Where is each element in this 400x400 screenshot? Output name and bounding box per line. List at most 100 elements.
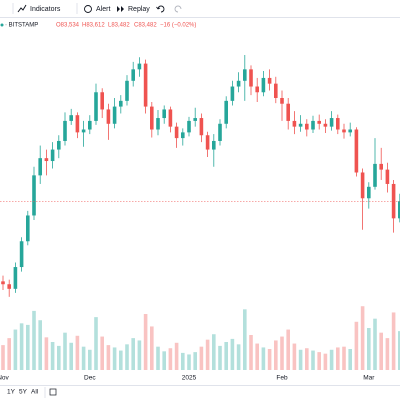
volume-bar [32, 310, 36, 370]
indicators-label[interactable]: Indicators [30, 6, 61, 13]
redo-button[interactable] [174, 5, 182, 13]
volume-bar [199, 346, 204, 370]
volume-bar [112, 347, 117, 370]
top-toolbar: Indicators Alert Replay [0, 3, 400, 18]
volume-bar [280, 336, 284, 370]
volume-bar [50, 342, 55, 370]
volume-bar [267, 349, 272, 370]
symbol: · BITSTAMP [5, 23, 38, 29]
alert-label[interactable]: Alert [96, 6, 110, 13]
volume-bar [218, 345, 222, 370]
candle-body [249, 69, 253, 87]
legend-open: O83,534 [56, 23, 80, 29]
candle-body [1, 281, 5, 285]
candle-body [336, 118, 340, 130]
volume-bar [143, 314, 148, 370]
candle-body [13, 267, 18, 289]
volume-bar [44, 337, 49, 370]
undo-button[interactable] [156, 5, 165, 13]
candle-body [286, 103, 290, 121]
x-tick-label: Nov [0, 375, 10, 382]
candle-body [373, 163, 377, 187]
volume-bar [354, 321, 359, 370]
candle-body [125, 80, 129, 101]
volume-bar [57, 345, 61, 370]
volume-bar [255, 343, 259, 370]
candle-body [274, 83, 278, 98]
range-all[interactable]: All [31, 389, 39, 396]
candle-body [106, 109, 111, 124]
volume-bar [26, 324, 30, 370]
candle-body [385, 169, 390, 184]
legend-close: C83,482 [134, 23, 157, 29]
range-5y[interactable]: 5Y [19, 389, 28, 396]
legend-high: H83,612 [82, 23, 105, 29]
candle-body [63, 120, 67, 141]
volume-bar [236, 344, 241, 370]
candle-body [137, 63, 142, 70]
status-dot [0, 23, 4, 27]
indicators-icon [17, 4, 27, 13]
candle-body [100, 92, 104, 110]
legend: · BITSTAMP O83,534 H83,612 L83,482 C83,4… [0, 23, 196, 29]
x-tick-label: 2025 [182, 375, 197, 382]
volume-bar [193, 352, 197, 370]
candle-body [174, 126, 179, 139]
candle-body [236, 80, 241, 87]
replay-label[interactable]: Replay [128, 6, 150, 13]
candle-body [292, 120, 297, 127]
candle-body [156, 118, 160, 130]
candle-body [317, 120, 321, 124]
calendar-button[interactable] [49, 388, 57, 396]
volume-bar [150, 326, 154, 370]
volume-bar [329, 349, 334, 370]
replay-button[interactable]: Replay [117, 6, 150, 13]
candle-body [267, 77, 272, 84]
candle-body [193, 118, 197, 121]
candle-body [162, 109, 166, 119]
candle-body [205, 135, 210, 150]
volume-bar [75, 335, 80, 370]
volume-bar [391, 312, 396, 370]
x-tick-label: Feb [276, 375, 288, 382]
candle-body [19, 241, 24, 268]
candle-body [212, 140, 216, 150]
volume-bar [379, 332, 383, 370]
candle-body [224, 100, 228, 124]
candle-body [280, 97, 284, 104]
candle-body [75, 115, 80, 133]
volume-bar [261, 347, 266, 370]
volume-bar [38, 320, 42, 370]
volume-bar [88, 349, 92, 370]
candle-body [143, 63, 148, 107]
x-tick-label: Mar [363, 375, 375, 382]
volume-bar [162, 351, 166, 370]
alert-button[interactable]: Alert [84, 5, 111, 13]
range-1y[interactable]: 1Y [7, 389, 16, 396]
candle-body [218, 123, 222, 141]
candle-body [7, 284, 11, 289]
candle-body [329, 118, 334, 127]
candle-body [150, 106, 154, 130]
candle-body [26, 215, 30, 242]
volume-bar [156, 346, 160, 370]
candle-body [81, 129, 86, 133]
volume-bar [100, 336, 104, 370]
candle-body [348, 129, 352, 133]
range-bar: 1Y 5Y All [7, 387, 57, 398]
volume-bar [274, 340, 278, 370]
volume-bar [181, 352, 185, 370]
candle-body [50, 149, 55, 162]
volume-bar [385, 338, 390, 370]
candle-body [305, 123, 309, 130]
volume-bar [243, 309, 247, 370]
volume-bar [7, 338, 11, 370]
candle-body [112, 106, 117, 124]
candle-body [243, 69, 247, 81]
candle-body [261, 77, 266, 93]
candle-body [69, 115, 73, 121]
volume-bar [292, 343, 297, 370]
indicators-button[interactable]: Indicators [17, 4, 61, 13]
candle-body [367, 186, 371, 199]
